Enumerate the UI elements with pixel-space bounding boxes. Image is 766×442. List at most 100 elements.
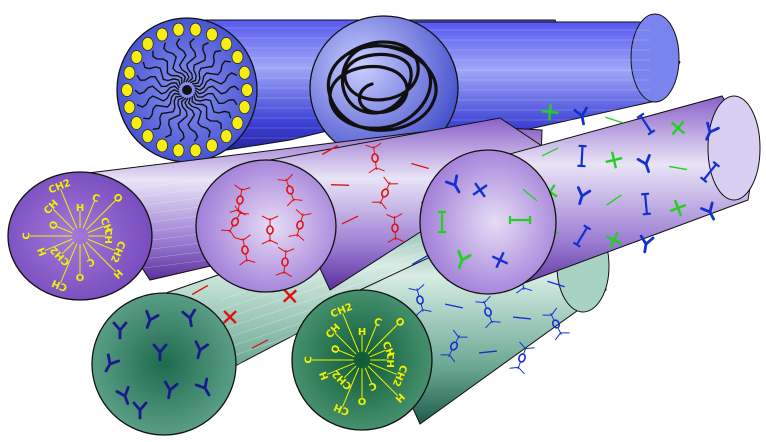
dash-motif xyxy=(411,162,429,170)
bar-motif xyxy=(577,144,587,168)
lipid-tail xyxy=(193,94,232,119)
chain-bond xyxy=(338,349,355,358)
chain-label: C xyxy=(304,356,315,363)
red-motifs xyxy=(221,173,312,278)
blue-green-fiber-end xyxy=(707,95,761,201)
micelle-core xyxy=(182,85,192,95)
y-motif xyxy=(576,186,592,206)
chain-bond xyxy=(367,324,398,355)
y-motif xyxy=(700,201,716,221)
dash-motif xyxy=(411,254,429,266)
lipid-tail xyxy=(134,85,180,95)
navy-y-motifs xyxy=(104,308,211,420)
x-motif xyxy=(491,251,509,269)
lipid-tail xyxy=(175,38,190,83)
lipid-tail xyxy=(194,85,240,95)
o-motif xyxy=(440,329,468,363)
chain-label: C xyxy=(85,255,96,268)
lipid-head xyxy=(231,116,244,130)
lipid-head xyxy=(156,138,168,153)
lipid-tail xyxy=(165,96,184,138)
dash-motif xyxy=(541,147,559,157)
chain-bond xyxy=(87,238,116,251)
dash-motif xyxy=(605,116,623,124)
chain-bond xyxy=(342,313,360,353)
dash-motif xyxy=(251,339,269,349)
o-motif xyxy=(234,234,256,266)
lipid-tail xyxy=(192,50,222,85)
chain-label: CH xyxy=(384,352,395,368)
micelle-structure xyxy=(121,22,253,158)
y-motif xyxy=(163,380,179,400)
dash-motif xyxy=(341,215,359,225)
blue-green-fiber-face xyxy=(419,149,557,295)
yellow-chain-fiber-face xyxy=(7,171,153,301)
lipid-head xyxy=(231,50,244,64)
dash-motif xyxy=(669,165,687,171)
lipid-tail xyxy=(152,50,183,84)
lipid-head xyxy=(121,83,133,97)
blue-green-fiber xyxy=(419,95,761,295)
lipid-head xyxy=(141,129,154,143)
chain-bond xyxy=(364,324,377,353)
red-motif-strip-upper xyxy=(321,142,497,261)
bar-motif xyxy=(699,160,721,184)
lipid-head xyxy=(241,83,253,97)
chain-bond xyxy=(52,208,75,231)
lipid-head xyxy=(206,138,218,153)
bar-motif xyxy=(438,210,446,234)
dash-motif xyxy=(191,284,209,296)
chain-label: O xyxy=(358,395,367,406)
lipid-tail xyxy=(193,60,231,88)
lipid-tail xyxy=(194,72,238,92)
lipid-head xyxy=(238,65,251,80)
chain-bond xyxy=(364,367,373,384)
x-motif xyxy=(605,231,623,249)
y-motif xyxy=(194,377,211,397)
lipid-tail xyxy=(152,95,182,130)
chain-label: O xyxy=(330,343,343,355)
chain-bond xyxy=(326,362,355,375)
dash-motif xyxy=(512,316,532,320)
chain-bond xyxy=(369,349,386,358)
dash-motif xyxy=(330,184,350,186)
o-motif xyxy=(475,295,501,329)
chain-bond xyxy=(82,243,91,260)
lipid-head xyxy=(130,116,143,130)
x-motif xyxy=(472,182,488,198)
o-motif xyxy=(408,284,432,316)
blue-green-motifs xyxy=(438,174,538,269)
x-motif xyxy=(223,310,237,324)
y-motif xyxy=(115,385,130,405)
lipid-head xyxy=(123,100,136,115)
o-motif xyxy=(261,215,279,245)
y-motif xyxy=(705,121,720,141)
y-motif xyxy=(636,154,651,173)
random-coil xyxy=(326,40,438,132)
y-motif-fiber-face xyxy=(91,292,237,436)
red-motif-fiber-face xyxy=(195,159,337,293)
lipid-head xyxy=(238,100,251,115)
x-motif xyxy=(670,120,686,136)
lipid-head xyxy=(220,37,233,51)
chain-bond xyxy=(60,189,78,229)
dash-motif xyxy=(478,350,498,354)
y-motif xyxy=(152,343,168,362)
lipid-tail xyxy=(186,37,197,83)
chain-bond xyxy=(342,367,360,407)
x-motif xyxy=(669,199,687,217)
bar-motif xyxy=(641,192,651,216)
o-motif xyxy=(509,341,535,375)
bar-motif xyxy=(508,216,532,224)
lipid-tail xyxy=(190,42,209,84)
y-motif xyxy=(181,308,197,328)
lipid-head xyxy=(189,22,202,37)
chain-label: H xyxy=(76,203,84,214)
chain-label: H xyxy=(36,245,49,257)
chain-bond xyxy=(56,225,73,234)
coil-fiber-end xyxy=(630,13,680,103)
chain-bond xyxy=(82,200,95,229)
lipid-head xyxy=(130,50,143,64)
lipid-tail xyxy=(163,42,187,83)
lipid-tail xyxy=(136,88,180,108)
